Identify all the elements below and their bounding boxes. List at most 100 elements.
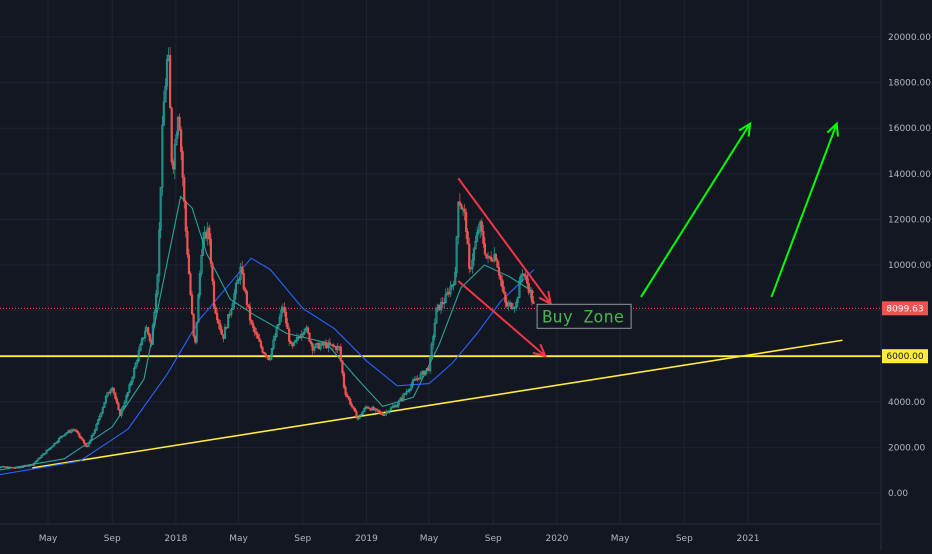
candle-body [149, 334, 151, 341]
y-tick-label: 16000.00 [888, 124, 931, 134]
candle-body [284, 307, 286, 312]
candle-body [348, 397, 350, 399]
x-tick-label: 2018 [164, 534, 187, 544]
candle-body [259, 339, 261, 342]
x-tick-label: 2019 [355, 534, 378, 544]
candle-body [208, 228, 210, 239]
candle-body [210, 239, 212, 263]
candle-body [180, 130, 182, 152]
candle-body [215, 307, 217, 313]
candle-body [213, 281, 215, 307]
candle-body [459, 202, 461, 205]
candle-body [169, 55, 171, 108]
candle-body [221, 330, 223, 335]
candle-body [351, 404, 353, 406]
candle-body [310, 341, 312, 343]
x-tick-label: 2021 [737, 534, 760, 544]
candle-body [254, 328, 256, 333]
candle-body [179, 117, 181, 130]
candle-body [461, 205, 463, 209]
candle-body [183, 178, 185, 202]
x-tick-label: May [229, 534, 248, 544]
x-tick-label: Sep [104, 534, 121, 544]
candle-body [345, 387, 347, 394]
candle-body [249, 307, 251, 320]
candle-body [465, 212, 467, 231]
candle-body [468, 244, 470, 268]
candle-body [190, 274, 192, 295]
candle-body [497, 260, 499, 267]
candle-body [288, 329, 290, 341]
candle-body [187, 231, 189, 255]
candle-body [531, 290, 533, 301]
candle-body [191, 295, 193, 314]
candle-body [309, 333, 311, 342]
candle-body [483, 231, 485, 243]
candle-body [252, 324, 254, 328]
candle-body [290, 341, 292, 343]
candle-body [219, 324, 221, 330]
y-tick-label: 14000.00 [888, 170, 931, 180]
candle-body [116, 399, 118, 404]
y-tick-label: 0.00 [888, 489, 908, 499]
candle-body [248, 305, 250, 307]
x-tick-label: Sep [676, 534, 693, 544]
candle-body [255, 332, 257, 334]
candle-body [251, 320, 253, 323]
candle-body [356, 411, 358, 418]
candle-body [79, 433, 81, 437]
candle-body [501, 280, 503, 287]
candle-body [533, 301, 535, 303]
x-tick-label: Sep [294, 534, 311, 544]
candle-body [340, 347, 342, 361]
candle-body [464, 209, 466, 212]
candle-body [218, 320, 220, 324]
candle-body [265, 354, 267, 356]
candle-body [243, 273, 245, 289]
candle-body [185, 202, 187, 232]
candle-body [504, 293, 506, 303]
candle-body [526, 276, 528, 283]
candle-body [511, 303, 513, 308]
candle-body [118, 403, 120, 409]
x-tick-label: May [39, 534, 58, 544]
x-tick-label: 2020 [545, 534, 568, 544]
candle-body [115, 393, 117, 399]
price-badge-text: 6000.00 [886, 352, 923, 362]
candle-body [147, 328, 149, 335]
candle-body [481, 222, 483, 232]
y-tick-label: 10000.00 [888, 261, 931, 271]
candle-body [188, 255, 190, 274]
x-tick-label: May [420, 534, 439, 544]
x-tick-label: May [611, 534, 630, 544]
candle-body [193, 314, 195, 336]
candle-body [495, 254, 497, 260]
candle-body [490, 257, 492, 260]
candle-body [182, 152, 184, 178]
candle-body [245, 289, 247, 292]
candle-body [346, 394, 348, 396]
y-tick-label: 4000.00 [888, 398, 925, 408]
candle-body [262, 347, 264, 352]
candle-body [212, 263, 214, 281]
candle-body [241, 267, 243, 273]
buy-zone-label: Buy Zone [542, 307, 624, 327]
candle-body [349, 399, 351, 404]
candle-body [216, 313, 218, 320]
y-tick-label: 2000.00 [888, 443, 925, 453]
candle-body [467, 232, 469, 244]
y-tick-label: 12000.00 [888, 215, 931, 225]
annotations: Buy Zone [537, 304, 631, 328]
candle-body [342, 361, 344, 373]
candle-body [257, 334, 259, 338]
x-tick-label: Sep [485, 534, 502, 544]
candle-body [500, 275, 502, 280]
candle-body [354, 408, 356, 411]
candle-body [287, 323, 289, 329]
candle-body [503, 287, 505, 293]
candle-body [246, 292, 248, 305]
candle-body [307, 328, 309, 333]
price-badge-text: 8099.63 [886, 304, 923, 314]
